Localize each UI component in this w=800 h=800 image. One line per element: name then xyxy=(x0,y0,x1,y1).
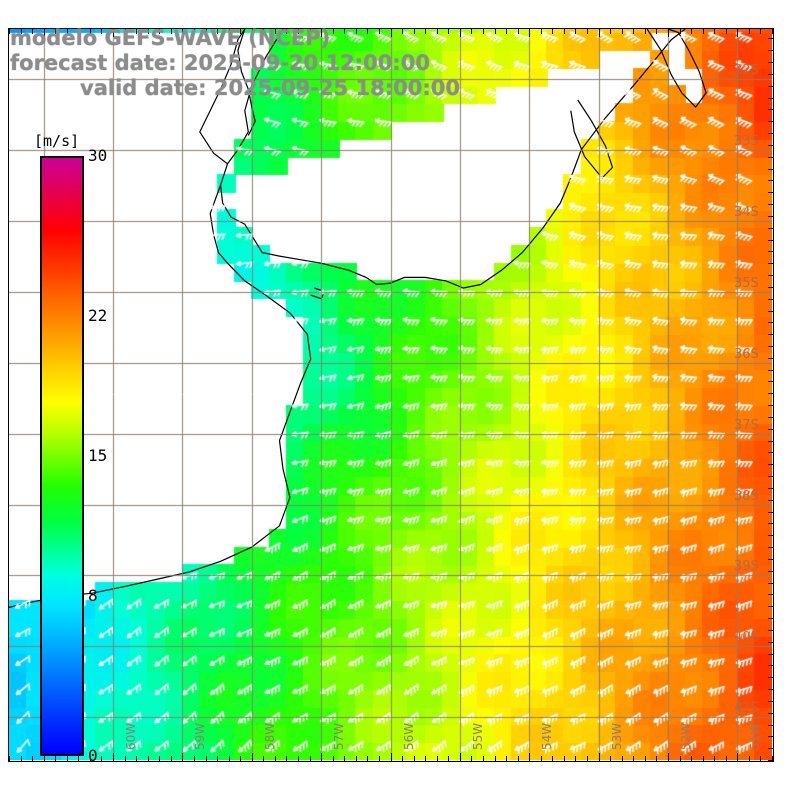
colorbar-gradient xyxy=(40,156,84,756)
colorbar-tick: 30 xyxy=(88,146,108,165)
title-block: modelo GEFS-WAVE (NCEP) forecast date: 2… xyxy=(10,26,530,101)
valid-date-line: valid date: 2025-09-25 18:00:00 xyxy=(80,76,460,100)
colorbar-tick: 0 xyxy=(88,746,98,765)
longitude-label: 58W xyxy=(262,722,277,750)
latitude-label: 38S xyxy=(734,488,759,504)
right-tick-axis xyxy=(768,28,774,762)
latitude-label: 35S xyxy=(734,275,759,291)
model-title: modelo GEFS-WAVE (NCEP) xyxy=(10,26,331,50)
colorbar-tick: 8 xyxy=(88,585,98,605)
latitude-label: 41S xyxy=(734,701,759,717)
latitude-label: 37S xyxy=(734,417,759,433)
bottom-tick-axis xyxy=(8,753,774,762)
map-frame xyxy=(8,28,774,762)
longitude-label: 56W xyxy=(401,722,416,750)
latitude-label: 33S xyxy=(734,133,759,149)
graticule-grid xyxy=(9,29,772,760)
colorbar-unit-label: [m/s] xyxy=(34,132,80,150)
latitude-label: 39S xyxy=(734,559,759,575)
longitude-label: 55W xyxy=(470,722,485,750)
latitude-label: 32S xyxy=(734,62,759,78)
top-tick-axis xyxy=(8,28,774,37)
colorbar-tick: 22 xyxy=(88,306,108,326)
longitude-label: 53W xyxy=(609,722,624,750)
map-canvas-area xyxy=(9,29,773,761)
latitude-label: 34S xyxy=(734,204,759,220)
longitude-label: 51W xyxy=(748,722,763,750)
longitude-label: 60W xyxy=(124,722,139,750)
colorbar-tick: 15 xyxy=(88,446,108,465)
forecast-date-line: forecast date: 2025-09-20 12:00:00 xyxy=(10,51,430,75)
longitude-label: 59W xyxy=(193,722,208,750)
latitude-label: 40S xyxy=(734,630,759,646)
longitude-label: 54W xyxy=(540,722,555,750)
latitude-label: 36S xyxy=(734,346,759,362)
longitude-label: 52W xyxy=(678,722,693,750)
longitude-label: 57W xyxy=(332,722,347,750)
